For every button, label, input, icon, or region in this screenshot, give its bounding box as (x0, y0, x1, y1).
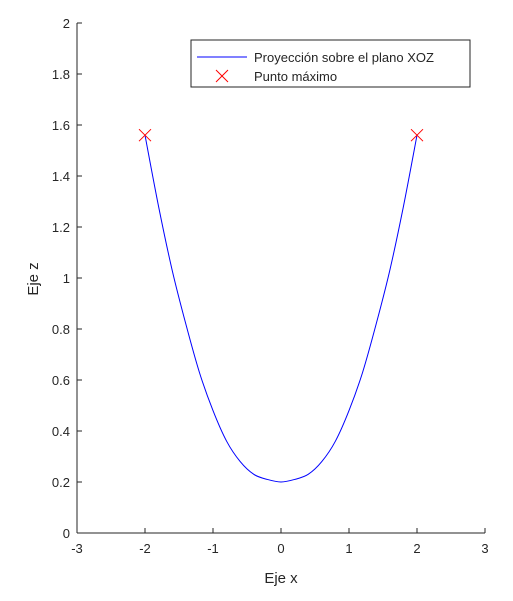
plot-series (138, 128, 424, 483)
y-axis-ticks: 0 0.2 0.4 0.6 0.8 1 1.2 1.4 1.6 1.8 2 (52, 16, 82, 541)
y-tick-label: 1 (63, 271, 70, 286)
y-tick-label: 1.2 (52, 220, 70, 235)
y-tick-label: 0.4 (52, 424, 70, 439)
y-tick-label: 0 (63, 526, 70, 541)
legend-marker-swatch (215, 69, 229, 83)
y-tick-label: 2 (63, 16, 70, 31)
x-axis-label: Eje x (264, 570, 298, 587)
y-tick-label: 0.8 (52, 322, 70, 337)
x-tick-label: 0 (277, 541, 284, 556)
punto-maximo-marker (138, 128, 152, 142)
x-tick-label: -1 (207, 541, 219, 556)
x-tick-label: -3 (71, 541, 83, 556)
x-tick-label: 3 (481, 541, 488, 556)
series-line-proyeccion-xoz (144, 135, 418, 483)
y-tick-label: 0.6 (52, 373, 70, 388)
punto-maximo-marker (410, 128, 424, 142)
y-axis-label: Eje z (25, 262, 42, 295)
legend-box (190, 39, 471, 88)
x-tick-label: 1 (345, 541, 352, 556)
x-tick-label: 2 (413, 541, 420, 556)
x-axis-ticks: -3 -2 -1 0 1 2 3 (71, 528, 489, 556)
y-tick-label: 0.2 (52, 475, 70, 490)
x-tick-label: -2 (139, 541, 151, 556)
y-tick-label: 1.6 (52, 118, 70, 133)
y-tick-label: 1.4 (52, 169, 70, 184)
legend-entry-label: Punto máximo (254, 69, 337, 84)
legend: Proyección sobre el plano XOZ Punto máxi… (190, 39, 471, 88)
y-tick-label: 1.8 (52, 67, 70, 82)
legend-entry-label: Proyección sobre el plano XOZ (254, 50, 434, 65)
